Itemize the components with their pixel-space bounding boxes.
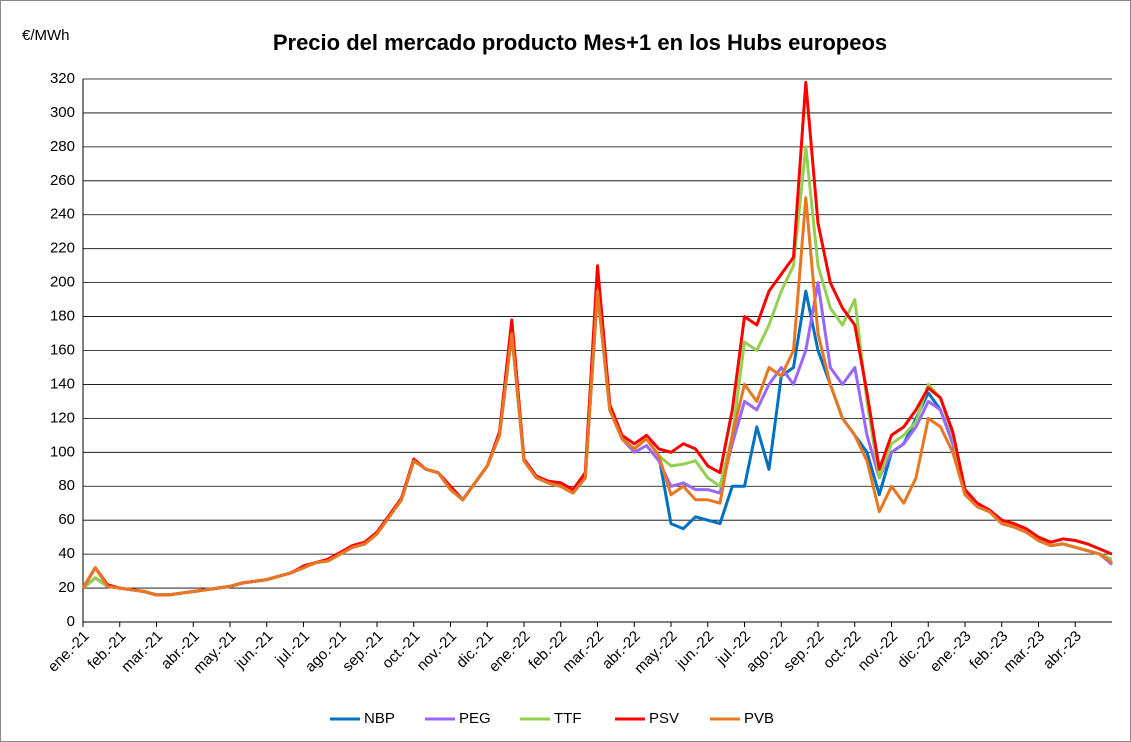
y-tick-label: 260 bbox=[50, 172, 75, 189]
y-tick-label: 40 bbox=[58, 545, 75, 562]
y-tick-label: 0 bbox=[67, 613, 75, 630]
y-tick-label: 320 bbox=[50, 70, 75, 87]
y-tick-label: 140 bbox=[50, 375, 75, 392]
y-tick-label: 20 bbox=[58, 579, 75, 596]
y-tick-label: 220 bbox=[50, 240, 75, 257]
legend-label: PSV bbox=[649, 710, 679, 727]
y-axis-label: €/MWh bbox=[22, 27, 70, 44]
y-tick-label: 200 bbox=[50, 274, 75, 291]
y-tick-label: 300 bbox=[50, 104, 75, 121]
series-line bbox=[81, 196, 1113, 597]
y-tick-label: 180 bbox=[50, 308, 75, 325]
legend-label: PEG bbox=[459, 710, 491, 727]
y-tick-label: 60 bbox=[58, 511, 75, 528]
y-tick-label: 120 bbox=[50, 409, 75, 426]
y-tick-label: 80 bbox=[58, 477, 75, 494]
y-tick-label: 100 bbox=[50, 443, 75, 460]
y-tick-label: 280 bbox=[50, 138, 75, 155]
legend-label: PVB bbox=[744, 710, 774, 727]
legend-label: TTF bbox=[554, 710, 582, 727]
y-tick-label: 240 bbox=[50, 206, 75, 223]
chart-title: Precio del mercado producto Mes+1 en los… bbox=[273, 30, 887, 55]
legend-label: NBP bbox=[364, 710, 395, 727]
y-tick-label: 160 bbox=[50, 341, 75, 358]
